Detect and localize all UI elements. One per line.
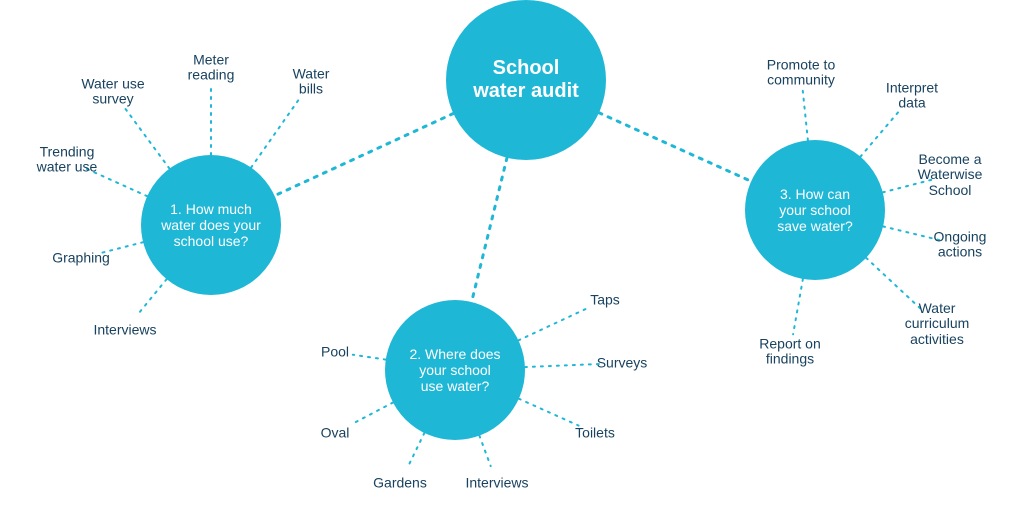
edge-leaf xyxy=(353,355,386,360)
leaf-label: Promote to community xyxy=(767,58,835,89)
edge-main xyxy=(599,113,751,182)
node-label: 2. Where does your school use water? xyxy=(409,346,500,394)
node-label: 3. How can your school save water? xyxy=(777,186,852,234)
edge-leaf xyxy=(251,97,301,168)
branch-node-n3: 3. How can your school save water? xyxy=(745,140,885,280)
leaf-label: Trending water use xyxy=(37,145,98,176)
leaf-label: Surveys xyxy=(597,355,648,370)
edge-leaf xyxy=(803,91,808,140)
node-label: School water audit xyxy=(473,57,579,103)
branch-node-n1: 1. How much water does your school use? xyxy=(141,155,281,295)
edge-leaf xyxy=(518,308,588,341)
edge-main xyxy=(275,114,454,196)
leaf-label: Meter reading xyxy=(188,53,235,84)
edge-leaf xyxy=(479,436,490,467)
leaf-label: Interviews xyxy=(93,322,156,337)
leaf-label: Oval xyxy=(321,425,350,440)
edge-leaf xyxy=(519,399,579,426)
edge-leaf xyxy=(793,279,803,334)
edge-leaf xyxy=(124,107,170,169)
edge-leaf xyxy=(860,110,900,157)
leaf-label: Toilets xyxy=(575,425,615,440)
leaf-label: Taps xyxy=(590,292,620,307)
leaf-label: Ongoing actions xyxy=(934,230,987,261)
leaf-label: Interviews xyxy=(465,475,528,490)
edge-leaf xyxy=(408,433,425,467)
leaf-label: Water bills xyxy=(293,67,330,98)
leaf-label: Report on findings xyxy=(759,337,820,368)
branch-node-n2: 2. Where does your school use water? xyxy=(385,300,525,440)
leaf-label: Become a Waterwise School xyxy=(918,152,983,198)
leaf-label: Gardens xyxy=(373,475,427,490)
edge-leaf xyxy=(351,403,393,425)
diagram-canvas: School water audit 1. How much water does… xyxy=(0,0,1024,513)
leaf-label: Water use survey xyxy=(81,77,144,108)
leaf-label: Graphing xyxy=(52,250,110,265)
leaf-label: Interpret data xyxy=(886,81,938,112)
node-label: 1. How much water does your school use? xyxy=(161,201,261,249)
edge-main xyxy=(472,158,507,302)
leaf-label: Pool xyxy=(321,344,349,359)
root-node: School water audit xyxy=(446,0,606,160)
edge-leaf xyxy=(136,279,166,316)
edge-leaf xyxy=(525,364,604,367)
leaf-label: Water curriculum activities xyxy=(905,301,970,347)
